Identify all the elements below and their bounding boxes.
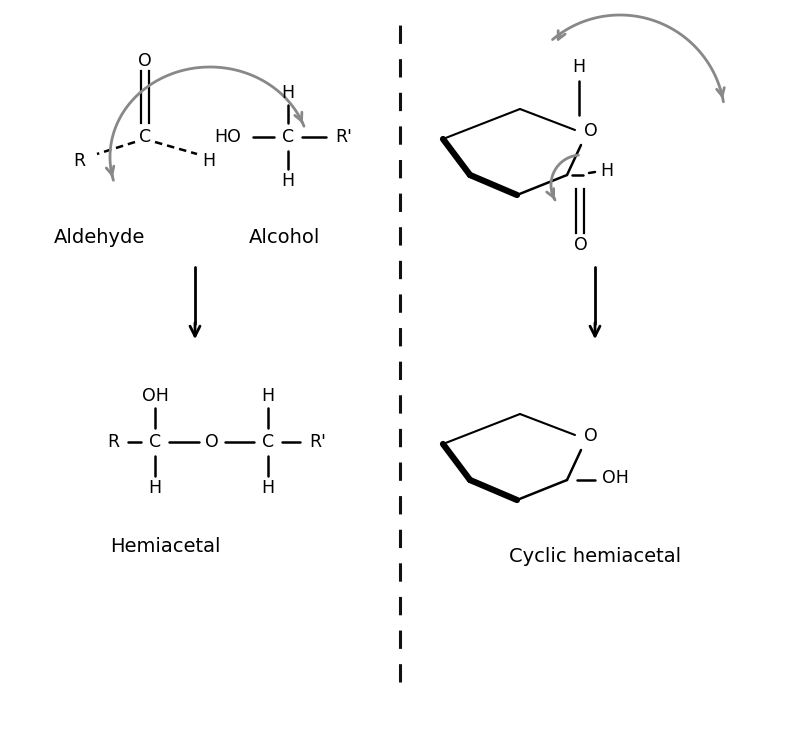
Text: R: R — [73, 152, 85, 170]
Text: H: H — [282, 172, 294, 190]
Text: C: C — [149, 433, 161, 451]
Text: OH: OH — [142, 387, 169, 405]
Text: H: H — [573, 58, 586, 76]
Text: R': R' — [310, 433, 326, 451]
Text: H: H — [262, 387, 274, 405]
Text: Alcohol: Alcohol — [250, 228, 321, 247]
Text: H: H — [601, 162, 614, 180]
Text: O: O — [584, 427, 598, 445]
Text: H: H — [149, 479, 162, 497]
Text: C: C — [139, 128, 151, 146]
Text: Hemiacetal: Hemiacetal — [110, 537, 220, 556]
Text: O: O — [584, 122, 598, 140]
Text: R: R — [107, 433, 119, 451]
Text: Aldehyde: Aldehyde — [54, 228, 146, 247]
Text: H: H — [282, 84, 294, 102]
Text: O: O — [205, 433, 219, 451]
Text: C: C — [262, 433, 274, 451]
Text: O: O — [574, 236, 588, 254]
Text: C: C — [282, 128, 294, 146]
Text: O: O — [138, 52, 152, 70]
Text: R': R' — [335, 128, 353, 146]
Text: H: H — [262, 479, 274, 497]
Text: H: H — [202, 152, 215, 170]
Text: Cyclic hemiacetal: Cyclic hemiacetal — [509, 548, 681, 567]
Text: HO: HO — [214, 128, 242, 146]
Text: OH: OH — [602, 469, 629, 487]
